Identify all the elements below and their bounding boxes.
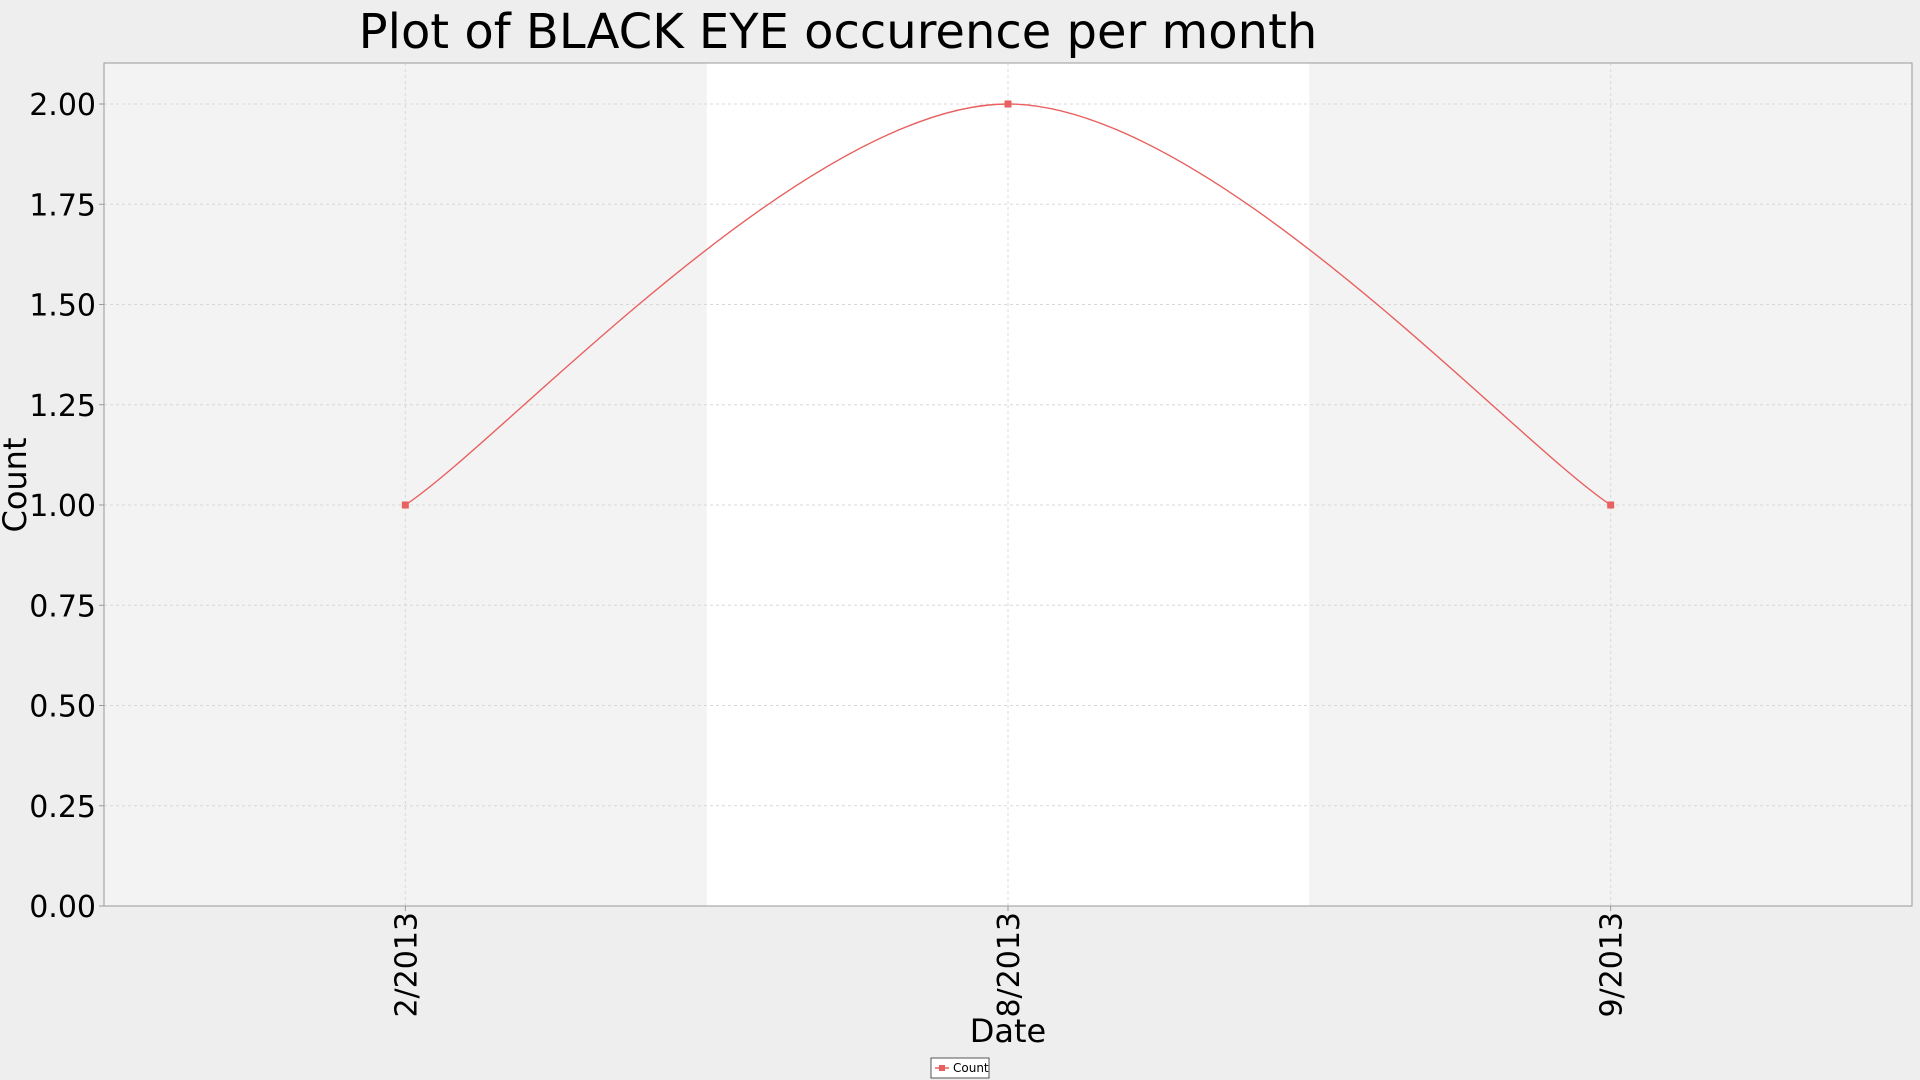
legend-box	[930, 1057, 990, 1079]
x-tick-label: 8/2013	[992, 912, 1027, 1018]
x-axis-ticks: 2/2013 8/2013 9/2013	[389, 906, 1630, 1018]
y-tick-label: 1.25	[29, 389, 96, 424]
y-tick-label: 0.00	[29, 890, 96, 925]
data-point-marker[interactable]	[1004, 100, 1012, 108]
y-tick-label: 1.50	[29, 289, 96, 324]
y-tick-label: 0.25	[29, 790, 96, 825]
y-tick-label: 1.00	[29, 489, 96, 524]
y-tick-label: 0.50	[29, 690, 96, 725]
x-axis-label: Date	[970, 1012, 1046, 1050]
data-point-marker[interactable]	[1607, 501, 1615, 509]
y-axis-ticks: 0.00 0.25 0.50 0.75 1.00 1.25 1.50 1.75 2.00	[29, 88, 104, 925]
y-axis-label: Count	[0, 437, 34, 532]
series-layer	[401, 100, 1615, 509]
legend-label: Count	[953, 1061, 989, 1075]
data-point-marker[interactable]	[401, 501, 409, 509]
legend-marker-swatch	[939, 1065, 945, 1071]
y-tick-label: 0.75	[29, 589, 96, 624]
y-tick-label: 1.75	[29, 188, 96, 223]
legend: Count	[930, 1057, 990, 1079]
y-tick-label: 2.00	[29, 88, 96, 123]
x-tick-label: 2/2013	[389, 912, 424, 1018]
chart-title: Plot of BLACK EYE occurence per month	[359, 4, 1318, 60]
gridlines	[104, 63, 1912, 907]
x-tick-label: 9/2013	[1595, 912, 1630, 1018]
